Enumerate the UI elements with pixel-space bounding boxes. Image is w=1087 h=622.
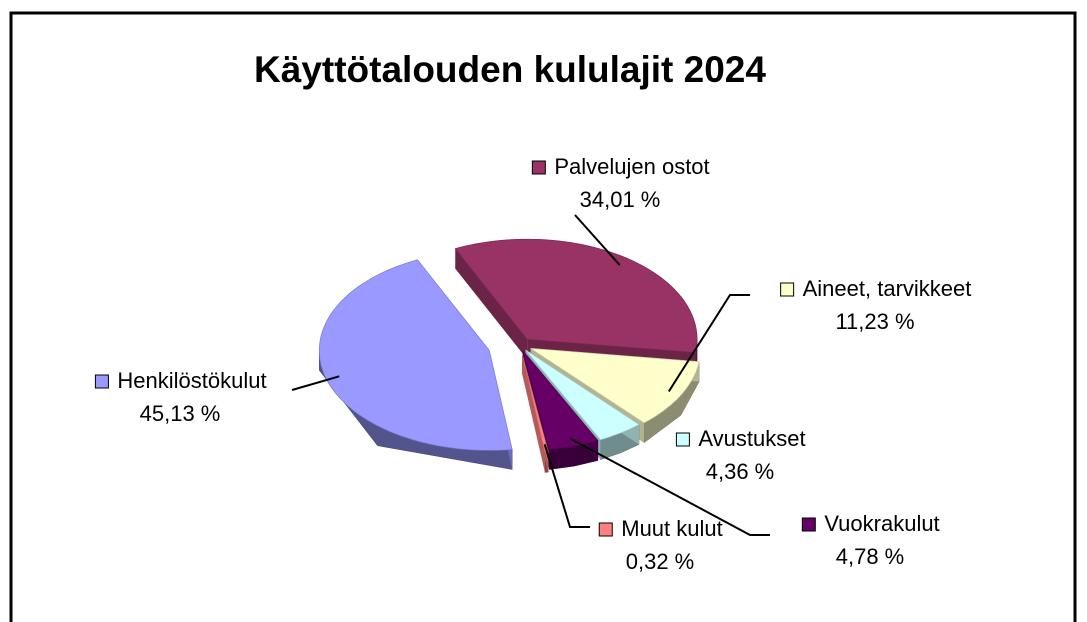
legend-swatch: [598, 522, 613, 537]
slice: [522, 350, 599, 450]
leader-line: [543, 444, 590, 528]
leader-line: [574, 214, 621, 266]
data-label-value: 4,36 %: [706, 459, 775, 484]
slice: [525, 349, 640, 441]
leader-line: [667, 294, 750, 392]
data-label-name: Avustukset: [698, 426, 805, 451]
chart-title: Käyttötalouden kululajit 2024: [254, 49, 766, 90]
legend-swatch: [94, 374, 109, 389]
data-label-name: Vuokrakulut: [824, 511, 939, 536]
leader-line: [291, 375, 340, 391]
data-label-value: 45,13 %: [140, 401, 221, 426]
slice: [318, 259, 513, 451]
data-label-value: 34,01 %: [580, 187, 661, 212]
slice-edge: [455, 248, 528, 360]
slice-edge: [522, 353, 545, 473]
slice: [454, 238, 698, 353]
data-label-name: Aineet, tarvikkeet: [803, 276, 972, 301]
data-label-value: 11,23 %: [835, 309, 914, 334]
data-label-name: Henkilöstökulut: [117, 368, 266, 393]
data-label-name: Palvelujen ostot: [554, 154, 709, 179]
legend-swatch: [531, 160, 546, 175]
legend-swatch: [780, 282, 795, 297]
legend-swatch: [675, 432, 690, 447]
leader-line: [569, 437, 770, 536]
slice: [530, 348, 700, 424]
data-label-value: 0,32 %: [626, 549, 695, 574]
legend-swatch: [801, 517, 816, 532]
data-label-value: 4,78 %: [836, 544, 905, 569]
data-label-name: Muut kulut: [621, 516, 723, 541]
